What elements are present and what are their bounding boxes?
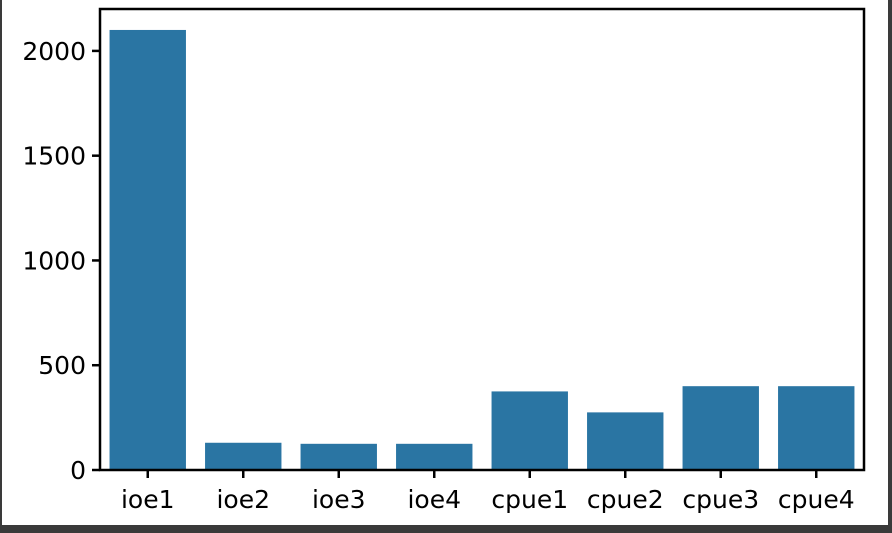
y-tick-label-0: 0 (70, 456, 86, 485)
y-tick-label-2000: 2000 (22, 37, 86, 66)
bar-ioe3 (300, 443, 377, 470)
axes-frame (98, 7, 866, 472)
bars-group (109, 29, 855, 470)
x-tick-label-ioe4: ioe4 (407, 485, 461, 514)
bar-ioe2 (205, 442, 282, 470)
x-tick-label-ioe3: ioe3 (312, 485, 366, 514)
y-tick-label-1500: 1500 (22, 142, 86, 171)
x-tick-label-cpue2: cpue2 (587, 485, 664, 514)
y-tick-label-500: 500 (38, 351, 86, 380)
bar-ioe4 (396, 443, 473, 470)
x-tick-label-cpue3: cpue3 (682, 485, 759, 514)
bar-cpue2 (587, 412, 664, 470)
y-axis: 0 500 1000 1500 2000 (22, 37, 100, 485)
x-axis: ioe1 ioe2 ioe3 ioe4 cpue1 cpue2 cpue3 cpue4 (121, 470, 855, 514)
y-tick-label-1000: 1000 (22, 246, 86, 275)
bar-ioe1 (109, 29, 186, 470)
x-tick-label-ioe2: ioe2 (216, 485, 270, 514)
bar-cpue4 (778, 386, 855, 470)
plot-canvas: 0 500 1000 1500 2000 ioe1 ioe2 ioe3 ioe4 cpue1 cp… (2, 0, 888, 525)
bar-cpue1 (491, 391, 568, 470)
x-tick-label-cpue1: cpue1 (491, 485, 568, 514)
bar-cpue3 (682, 386, 759, 470)
x-tick-label-cpue4: cpue4 (778, 485, 855, 514)
x-tick-label-ioe1: ioe1 (121, 485, 175, 514)
bar-chart: 0 500 1000 1500 2000 ioe1 ioe2 ioe3 ioe4 cpue1 cp… (22, 7, 866, 514)
